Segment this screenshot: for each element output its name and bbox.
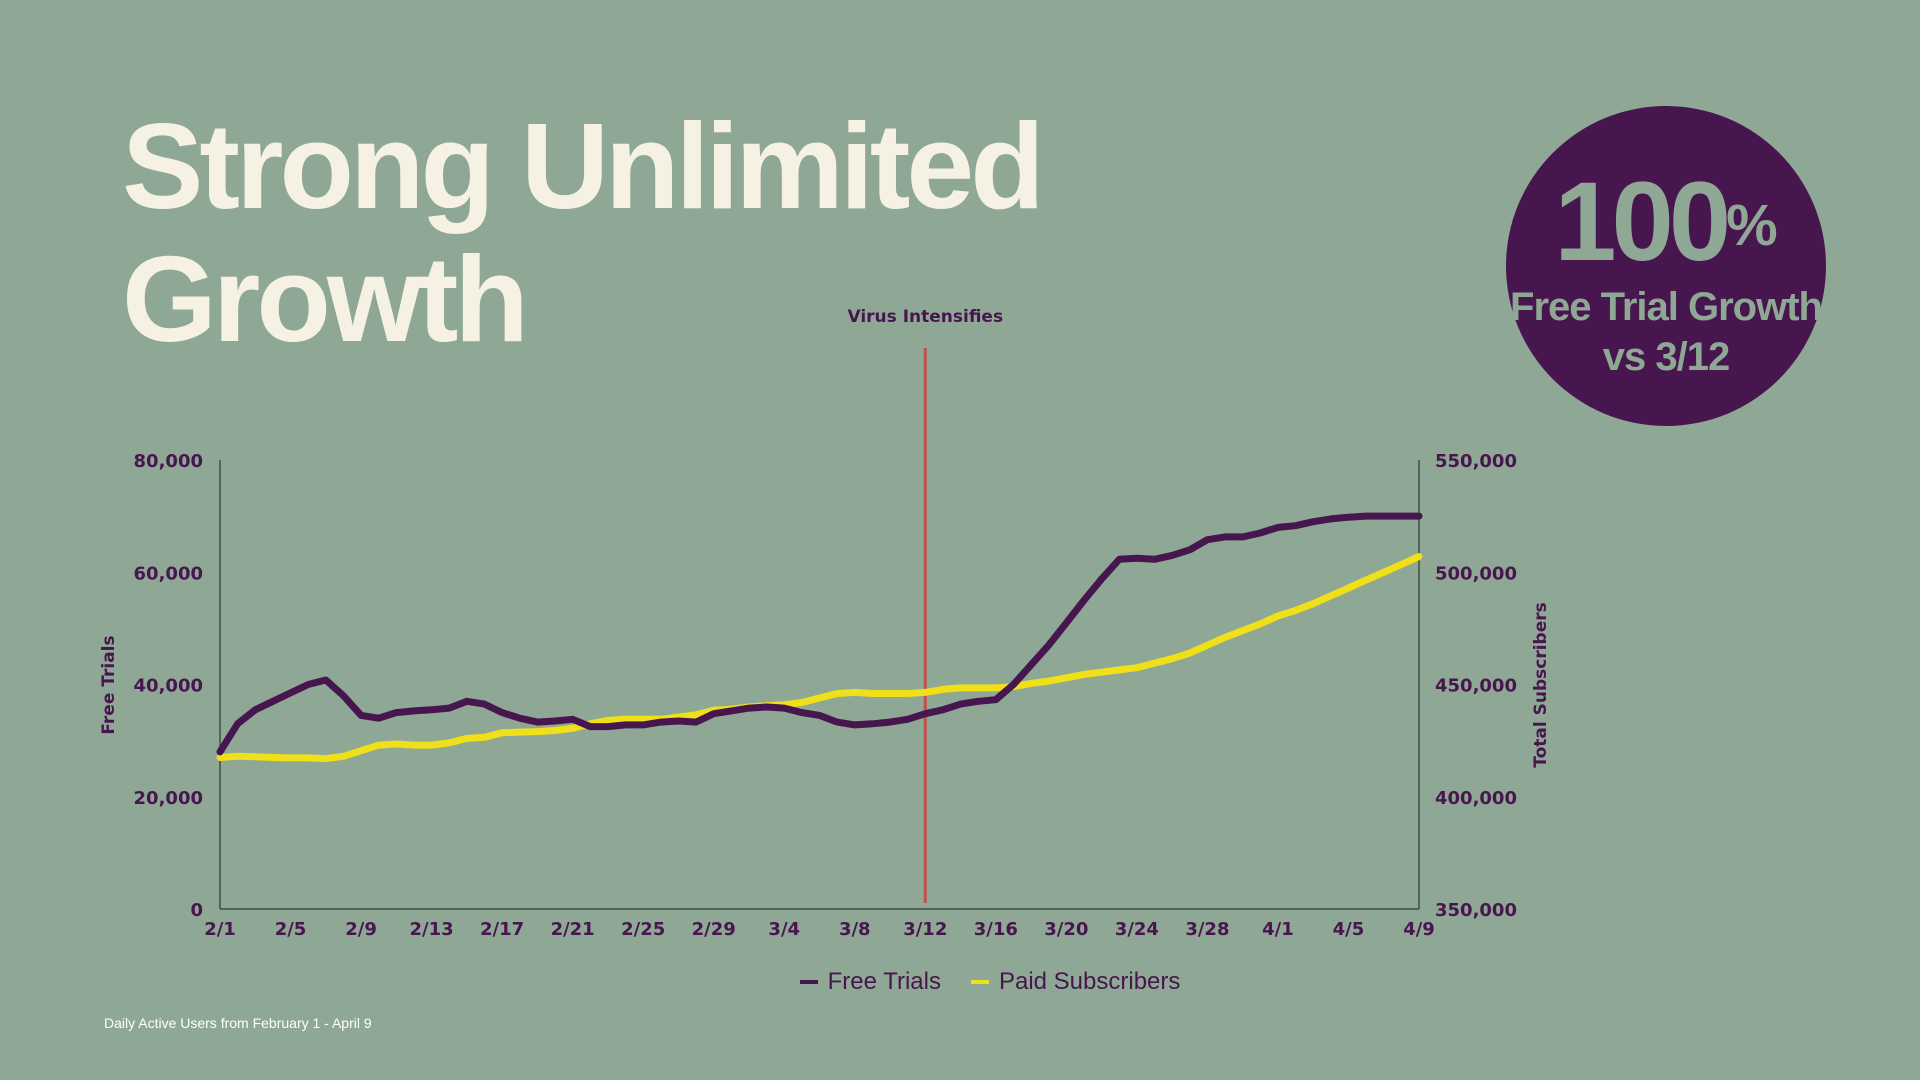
x-tick-label: 4/9 — [1403, 919, 1435, 940]
growth-badge: 100% Free Trial Growth vs 3/12 — [1506, 106, 1826, 426]
legend-swatch-paid-subscribers — [970, 980, 989, 984]
left-y-tick-label: 0 — [190, 900, 203, 921]
chart-axes: 0 20,000 40,000 60,000 80,000 350,000 400,000 4… — [99, 451, 1551, 940]
legend-swatch-free-trials — [799, 980, 818, 984]
right-y-tick-label: 400,000 — [1435, 788, 1517, 809]
footnote: Daily Active Users from February 1 - Apr… — [104, 1015, 372, 1031]
right-y-tick-label: 450,000 — [1435, 676, 1517, 697]
free-trials-line — [216, 512, 1423, 756]
right-y-tick-label: 350,000 — [1435, 900, 1517, 921]
badge-caption: Free Trial Growth vs 3/12 — [1506, 282, 1826, 382]
chart-series — [216, 512, 1423, 763]
x-tick-label: 3/12 — [903, 919, 947, 940]
right-y-tick-label: 500,000 — [1435, 563, 1517, 584]
page-title: Strong Unlimited Growth — [122, 98, 1045, 367]
left-y-axis-title: Free Trials — [99, 635, 119, 734]
right-y-axis-title: Total Subscribers — [1531, 602, 1551, 767]
badge-percent-sign: % — [1726, 193, 1778, 258]
x-tick-label: 3/20 — [1044, 919, 1088, 940]
left-y-tick-label: 40,000 — [134, 676, 203, 697]
x-tick-label: 2/5 — [275, 919, 307, 940]
paid-subscribers-line — [216, 553, 1423, 763]
x-tick-label: 2/1 — [204, 919, 236, 940]
x-tick-label: 2/29 — [692, 919, 736, 940]
x-tick-label: 2/25 — [621, 919, 665, 940]
badge-caption-line2: vs 3/12 — [1602, 335, 1730, 379]
x-tick-label: 3/4 — [768, 919, 800, 940]
left-y-tick-label: 60,000 — [134, 563, 203, 584]
annotation-label: Virus Intensifies — [847, 307, 1003, 327]
left-y-tick-label: 80,000 — [134, 451, 203, 472]
chart-annotation: Virus Intensifies — [847, 307, 1003, 903]
x-tick-label: 3/8 — [839, 919, 871, 940]
legend-item-paid-subscribers: Paid Subscribers — [970, 968, 1181, 996]
left-y-tick-label: 20,000 — [134, 788, 203, 809]
legend-label-paid-subscribers: Paid Subscribers — [998, 968, 1181, 995]
x-tick-label: 4/5 — [1333, 919, 1365, 940]
chart-legend: Free Trials Paid Subscribers — [0, 968, 1920, 996]
legend-label-free-trials: Free Trials — [827, 968, 941, 995]
x-tick-label: 3/24 — [1115, 919, 1159, 940]
right-y-tick-label: 550,000 — [1435, 451, 1517, 472]
x-tick-label: 2/17 — [480, 919, 524, 940]
x-tick-label: 3/28 — [1185, 919, 1229, 940]
x-tick-label: 4/1 — [1262, 919, 1294, 940]
badge-caption-line1: Free Trial Growth — [1510, 285, 1823, 329]
x-tick-label: 3/16 — [974, 919, 1018, 940]
legend-item-free-trials: Free Trials — [799, 968, 941, 996]
x-tick-label: 2/21 — [551, 919, 595, 940]
badge-number: 100 — [1554, 159, 1731, 284]
x-tick-label: 2/9 — [345, 919, 377, 940]
badge-value: 100% — [1506, 166, 1826, 278]
x-tick-label: 2/13 — [410, 919, 454, 940]
